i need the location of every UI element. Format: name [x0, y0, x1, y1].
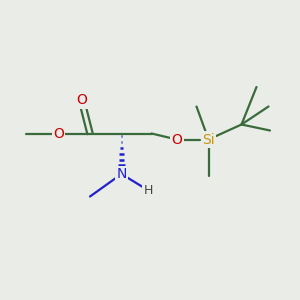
Text: O: O	[76, 94, 87, 107]
Text: Si: Si	[202, 133, 215, 146]
Text: H: H	[144, 184, 153, 197]
Text: N: N	[116, 167, 127, 181]
Text: O: O	[53, 127, 64, 140]
Text: O: O	[172, 133, 182, 146]
